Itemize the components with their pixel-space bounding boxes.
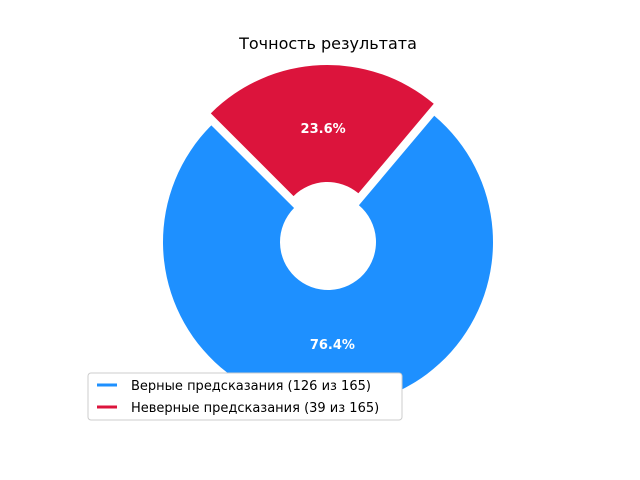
slices-group (162, 65, 493, 407)
slice-1 (210, 65, 434, 197)
slice-pct-label-1: 23.6% (301, 122, 346, 137)
slice-pct-label-0: 76.4% (310, 338, 355, 353)
legend-label-incorrect: Неверные предсказания (39 из 165) (131, 401, 379, 416)
legend-label-correct: Верные предсказания (126 из 165) (131, 379, 371, 394)
pct-labels-group: 76.4% 23.6% (301, 122, 355, 353)
slice-0 (162, 115, 493, 407)
legend: Верные предсказания (126 из 165) Неверны… (87, 372, 403, 421)
chart-title: Точность результата (238, 34, 417, 53)
legend-frame (87, 372, 403, 421)
